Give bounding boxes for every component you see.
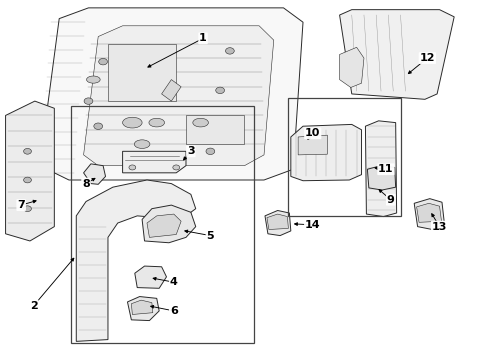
Circle shape bbox=[23, 206, 31, 212]
Bar bbox=[288, 98, 400, 216]
Polygon shape bbox=[298, 135, 327, 155]
Polygon shape bbox=[40, 8, 303, 180]
Ellipse shape bbox=[149, 118, 164, 127]
Text: 5: 5 bbox=[206, 231, 214, 240]
Text: 1: 1 bbox=[199, 33, 206, 43]
Bar bbox=[71, 107, 254, 343]
Circle shape bbox=[205, 148, 214, 154]
Polygon shape bbox=[413, 199, 444, 229]
Polygon shape bbox=[131, 300, 153, 315]
Text: 14: 14 bbox=[305, 220, 320, 230]
Polygon shape bbox=[366, 166, 395, 190]
Polygon shape bbox=[122, 151, 185, 173]
Polygon shape bbox=[108, 44, 176, 101]
Text: 4: 4 bbox=[169, 277, 177, 287]
Polygon shape bbox=[147, 214, 181, 237]
Text: 2: 2 bbox=[30, 301, 38, 311]
Text: 12: 12 bbox=[419, 53, 434, 63]
Polygon shape bbox=[161, 80, 181, 101]
Circle shape bbox=[215, 87, 224, 94]
Polygon shape bbox=[290, 125, 361, 181]
Text: 6: 6 bbox=[169, 306, 177, 316]
Polygon shape bbox=[416, 203, 441, 222]
Circle shape bbox=[84, 98, 93, 104]
Text: 7: 7 bbox=[17, 200, 25, 210]
Circle shape bbox=[172, 165, 179, 170]
Text: 9: 9 bbox=[386, 195, 394, 205]
Circle shape bbox=[225, 48, 234, 54]
Polygon shape bbox=[185, 116, 244, 144]
Polygon shape bbox=[76, 180, 195, 341]
Ellipse shape bbox=[134, 140, 150, 148]
Circle shape bbox=[99, 58, 107, 65]
Text: 11: 11 bbox=[377, 164, 393, 174]
Circle shape bbox=[23, 177, 31, 183]
Text: 3: 3 bbox=[187, 146, 194, 156]
Circle shape bbox=[94, 123, 102, 130]
Circle shape bbox=[129, 165, 136, 170]
Polygon shape bbox=[83, 164, 105, 184]
Circle shape bbox=[23, 148, 31, 154]
Text: 10: 10 bbox=[305, 129, 320, 138]
Polygon shape bbox=[264, 211, 290, 235]
Text: 8: 8 bbox=[82, 179, 90, 189]
Ellipse shape bbox=[86, 76, 100, 83]
Polygon shape bbox=[365, 121, 396, 217]
Polygon shape bbox=[266, 214, 288, 229]
Polygon shape bbox=[127, 297, 159, 320]
Polygon shape bbox=[142, 205, 195, 243]
Text: 13: 13 bbox=[431, 222, 447, 231]
Polygon shape bbox=[135, 266, 166, 288]
Ellipse shape bbox=[192, 118, 208, 127]
Polygon shape bbox=[5, 101, 54, 241]
Ellipse shape bbox=[122, 117, 142, 128]
Polygon shape bbox=[339, 10, 453, 99]
Polygon shape bbox=[339, 47, 363, 87]
Polygon shape bbox=[83, 26, 273, 166]
